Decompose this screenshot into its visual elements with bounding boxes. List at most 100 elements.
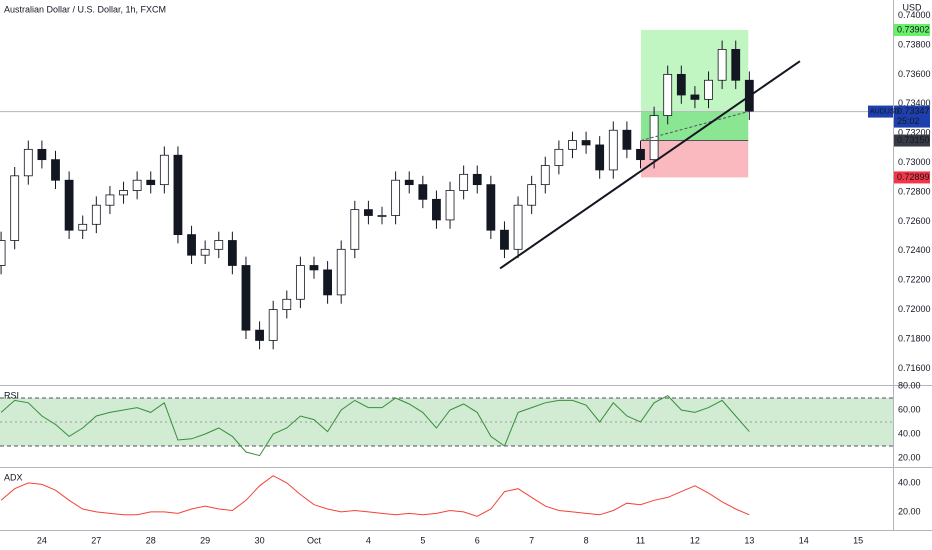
candle-body (23, 148, 33, 177)
x-tick-label: 8 (584, 535, 589, 545)
candle-body (0, 240, 6, 266)
candle-body (336, 248, 346, 296)
y-tick-label: 0.72200 (898, 275, 931, 285)
x-tick-label: 24 (37, 535, 47, 545)
candle-body (78, 223, 88, 231)
x-tick-label: 29 (200, 535, 210, 545)
y-tick-label: 0.73000 (898, 157, 931, 167)
candle-body (513, 204, 523, 250)
candle-body (717, 48, 727, 81)
countdown-label: 25:02 (897, 116, 920, 126)
symbol-bg (868, 105, 893, 118)
candle-body (608, 129, 618, 171)
candle-body (731, 48, 741, 81)
x-tick-label: 13 (744, 535, 754, 545)
candle-body (622, 129, 632, 150)
y-tick-label: 0.74000 (898, 10, 931, 20)
symbol-label: AUDUSD (870, 108, 900, 115)
x-tick-label: 5 (420, 535, 425, 545)
x-tick-label: 27 (91, 535, 101, 545)
y-tick-label: 0.73800 (898, 39, 931, 49)
candle-body (636, 148, 645, 161)
candle-body (595, 144, 605, 171)
candle-body (432, 198, 441, 221)
target-label-bg (894, 23, 930, 36)
last-price-label: 0.73347 (897, 106, 930, 116)
entry-label-bg (894, 134, 930, 147)
candle-body (663, 73, 673, 116)
x-tick-label: 15 (853, 535, 863, 545)
candle-body (540, 165, 550, 186)
candle-body (704, 79, 713, 100)
candle-body (282, 298, 292, 310)
candle-body (255, 329, 264, 341)
candle-body (227, 240, 237, 266)
candle-body (364, 209, 373, 216)
target-label: 0.73902 (897, 24, 930, 34)
candle-body (295, 265, 305, 300)
candle-body (554, 148, 564, 166)
indicator-line (0, 475, 750, 517)
candle-body (200, 248, 210, 256)
x-tick-label: 6 (475, 535, 480, 545)
y-tick-label: 0.73200 (898, 128, 931, 138)
y-tick-label: 0.73400 (898, 98, 931, 108)
candle-body (581, 140, 591, 146)
candle-body (37, 148, 47, 161)
candle-body (676, 73, 686, 96)
candle-body (10, 175, 20, 241)
last-price-bg (894, 105, 930, 128)
candle-body (91, 204, 101, 225)
candle-body (568, 140, 577, 150)
indicator-name: RSI (4, 390, 19, 400)
candle-body (690, 94, 700, 100)
candle-body (323, 269, 332, 296)
candle-body (500, 229, 509, 250)
candle-body (649, 115, 659, 161)
candle-body (187, 234, 196, 256)
candle-body (391, 179, 401, 216)
candle-body (309, 265, 319, 271)
candle-body (51, 159, 60, 181)
stop-label-bg (894, 171, 930, 184)
currency-label: USD (902, 2, 922, 12)
y-tick-label: 40.00 (898, 477, 921, 487)
y-tick-label: 60.00 (898, 404, 921, 414)
candle-body (119, 190, 128, 196)
entry-label: 0.73150 (897, 135, 930, 145)
candle-body (472, 173, 482, 186)
indicator-name: ADX (4, 472, 23, 482)
x-tick-label: 14 (799, 535, 809, 545)
x-tick-label: 30 (255, 535, 265, 545)
candle-body (404, 179, 414, 186)
x-tick-label: 7 (529, 535, 534, 545)
y-tick-label: 80.00 (898, 380, 921, 390)
y-tick-label: 20.00 (898, 506, 921, 516)
stop-label: 0.72899 (897, 172, 930, 182)
candle-body (132, 179, 142, 191)
indicator-line (0, 394, 750, 457)
open-trade-line (640, 111, 749, 142)
x-tick-label: 12 (690, 535, 700, 545)
candle-body (241, 265, 251, 331)
candle-body (105, 194, 115, 206)
candle-body (159, 154, 169, 186)
candle-body (146, 179, 156, 186)
candle-body (377, 215, 387, 217)
y-tick-label: 0.73600 (898, 69, 931, 79)
y-tick-label: 20.00 (898, 452, 921, 462)
x-tick-label: 28 (146, 535, 156, 545)
y-tick-label: 0.72400 (898, 245, 931, 255)
y-tick-label: 0.71800 (898, 333, 931, 343)
y-tick-label: 0.72000 (898, 304, 931, 314)
y-tick-label: 0.72800 (898, 186, 931, 196)
candle-body (418, 184, 428, 200)
x-tick-label: 4 (366, 535, 371, 545)
x-tick-label: 11 (636, 535, 645, 545)
trend-line (499, 60, 801, 270)
y-tick-label: 40.00 (898, 428, 921, 438)
candle-body (268, 309, 278, 341)
chart-title: Australian Dollar / U.S. Dollar, 1h, FXC… (4, 4, 166, 14)
y-tick-label: 0.72600 (898, 216, 931, 226)
